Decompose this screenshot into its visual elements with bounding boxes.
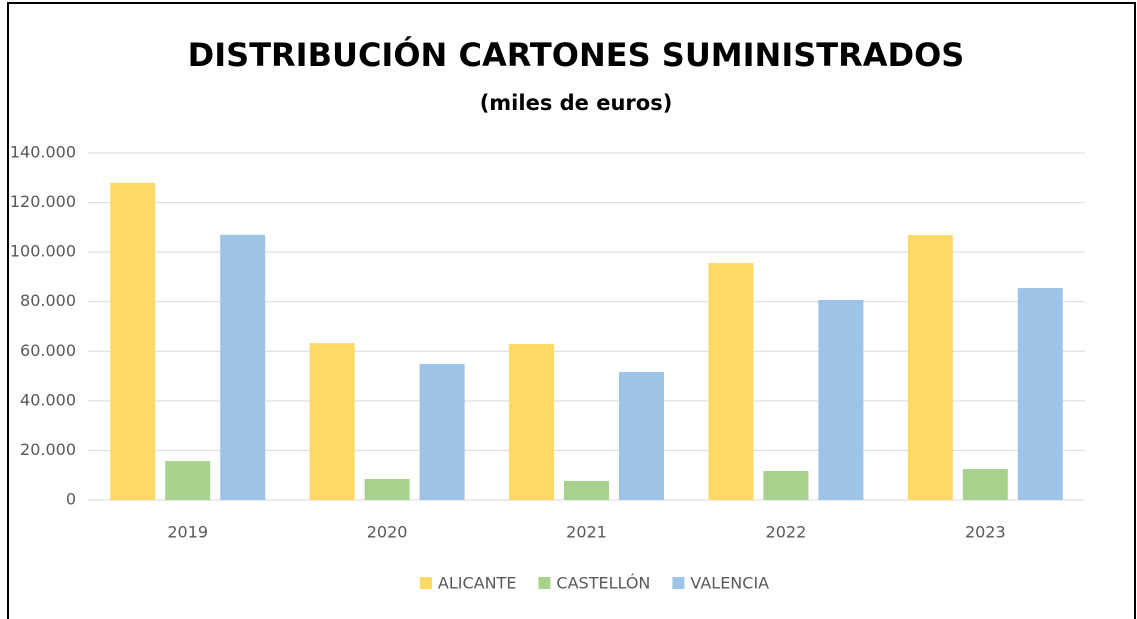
legend-swatch bbox=[538, 577, 551, 589]
bar bbox=[419, 363, 465, 500]
bar bbox=[509, 344, 554, 500]
y-tick-label: 120.000 bbox=[10, 192, 76, 211]
bar bbox=[564, 480, 609, 500]
bar bbox=[309, 343, 355, 500]
bar bbox=[619, 372, 664, 500]
legend-swatch bbox=[672, 577, 685, 589]
legend-label: ALICANTE bbox=[438, 574, 517, 593]
legend-swatch bbox=[419, 577, 432, 589]
bar bbox=[364, 478, 410, 500]
bar bbox=[220, 234, 266, 501]
x-tick-label: 2022 bbox=[766, 523, 807, 542]
chart-title: DISTRIBUCIÓN CARTONES SUMINISTRADOS bbox=[188, 35, 965, 74]
bar bbox=[818, 299, 864, 500]
chart-subtitle: (miles de euros) bbox=[480, 91, 673, 115]
y-tick-label: 40.000 bbox=[20, 390, 76, 409]
bar bbox=[962, 469, 1008, 500]
y-tick-label: 140.000 bbox=[10, 143, 76, 162]
x-tick-label: 2020 bbox=[367, 523, 408, 542]
bar bbox=[165, 461, 211, 500]
y-tick-label: 60.000 bbox=[20, 341, 76, 360]
bar bbox=[763, 471, 809, 500]
bar bbox=[708, 263, 754, 500]
bar bbox=[110, 182, 156, 500]
y-tick-label: 100.000 bbox=[10, 242, 76, 261]
x-tick-label: 2023 bbox=[965, 523, 1006, 542]
bar bbox=[1017, 288, 1063, 500]
x-tick-label: 2021 bbox=[566, 523, 607, 542]
bar bbox=[907, 235, 953, 500]
y-tick-label: 80.000 bbox=[20, 291, 76, 310]
legend-label: CASTELLÓN bbox=[556, 574, 650, 593]
y-tick-label: 20.000 bbox=[20, 440, 76, 459]
x-tick-label: 2019 bbox=[167, 523, 208, 542]
y-tick-label: 0 bbox=[66, 490, 76, 509]
legend-label: VALENCIA bbox=[690, 574, 769, 593]
